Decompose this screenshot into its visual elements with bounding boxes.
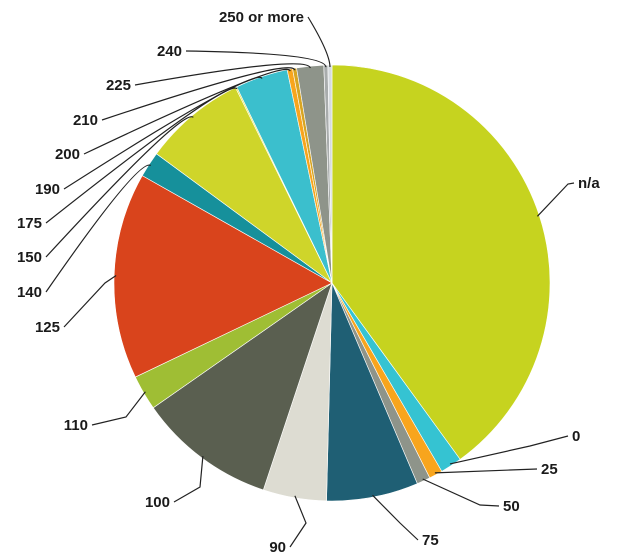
leader-line-50 [422, 478, 500, 507]
leader-line-75 [372, 494, 419, 541]
slice-label-210: 210 [73, 112, 98, 129]
pie-slice-125 [113, 175, 333, 378]
leader-line-110 [91, 391, 146, 426]
slice-label-100: 100 [145, 494, 170, 511]
leader-lines [45, 16, 575, 548]
slice-label-225: 225 [106, 77, 131, 94]
slice-label-50: 50 [503, 498, 520, 515]
slice-label-110: 110 [64, 417, 88, 434]
leader-line-140 [45, 164, 152, 293]
pie-slices [113, 64, 551, 502]
slice-label-250-or-more: 250 or more [219, 9, 304, 26]
leader-line-n-a [536, 182, 575, 217]
slice-label-150: 150 [17, 249, 42, 266]
slice-label-240: 240 [157, 43, 182, 60]
leader-line-150 [45, 116, 194, 258]
slice-label-0: 0 [572, 428, 580, 445]
leader-line-25 [434, 468, 538, 474]
leader-line-0 [449, 435, 569, 465]
leader-line-225 [134, 63, 311, 86]
leader-line-240 [185, 50, 327, 68]
slice-label-190: 190 [35, 181, 60, 198]
slice-label-75: 75 [422, 532, 439, 549]
leader-line-200 [83, 68, 291, 155]
pie-slice-100 [152, 282, 333, 491]
slice-label-n-a: n/a [578, 175, 600, 192]
leader-line-100 [173, 456, 204, 503]
leader-line-125 [63, 275, 117, 328]
slice-label-125: 125 [35, 319, 60, 336]
leader-line-90 [289, 495, 307, 548]
slice-label-90: 90 [269, 539, 286, 556]
pie-slice-n-a [331, 64, 551, 460]
slice-label-200: 200 [55, 146, 80, 163]
leader-line-175 [45, 87, 238, 224]
slice-label-25: 25 [541, 461, 558, 478]
slice-label-175: 175 [17, 215, 42, 232]
leader-line-250-or-more [307, 16, 331, 68]
slice-label-140: 140 [17, 284, 42, 301]
leader-line-210 [101, 67, 296, 121]
slice-labels: n/a 0 25 50 75 90 100 110 125 140 150 175 190 200 210 2… [17, 9, 600, 556]
